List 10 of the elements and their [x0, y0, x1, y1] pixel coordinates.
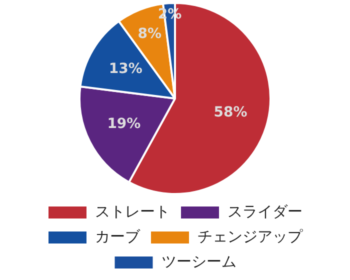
data-label: 2% [158, 6, 182, 22]
data-label: 13% [108, 60, 142, 77]
legend-label: ツーシーム [161, 252, 236, 270]
data-label: 8% [138, 26, 162, 42]
data-label: 19% [107, 116, 141, 132]
legend-label: チェンジアップ [198, 227, 304, 246]
legend-label: ストレート [95, 202, 170, 220]
legend-label: カーブ [95, 227, 141, 246]
legend-label: スライダー [228, 202, 302, 220]
data-label: 58% [214, 104, 248, 120]
